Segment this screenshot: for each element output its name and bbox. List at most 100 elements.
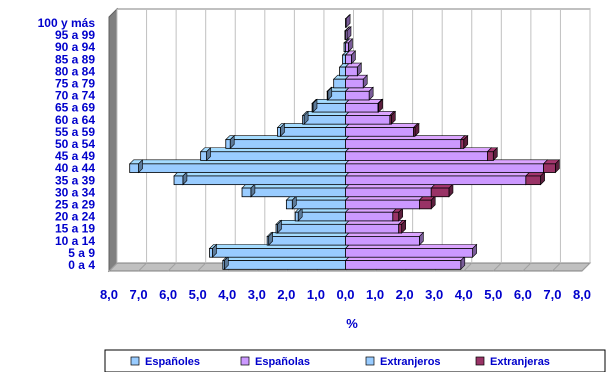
y-tick-label: 75 a 79 [55, 77, 95, 91]
bar-españolas [344, 26, 352, 41]
y-tick-label: 65 a 69 [55, 101, 95, 115]
bar-españoles [312, 98, 351, 113]
bar-españolas [344, 110, 395, 125]
bar-españolas [344, 98, 383, 113]
y-tick-label: 60 a 64 [55, 113, 95, 127]
bar-españoles [291, 195, 351, 210]
bar-españoles [137, 159, 351, 174]
bar-españolas-front [345, 223, 400, 234]
x-tick-label: 8,0 [573, 287, 591, 302]
bar-extranjeras [389, 110, 397, 125]
bar-españoles-front [229, 139, 346, 149]
bar-españolas-front [345, 211, 394, 222]
bar-españoles-front [277, 223, 346, 234]
bar-españolas-front [345, 175, 527, 186]
bar-extranjeros-front [302, 115, 305, 125]
x-tick-label: 5,0 [484, 287, 502, 302]
bar-extranjeras [460, 134, 469, 150]
bar-españolas [344, 62, 363, 77]
bar-extranjeros-front [311, 102, 314, 113]
x-tick-label: 6,0 [514, 287, 532, 302]
bar-extranjeras [430, 183, 454, 198]
bar-extranjeros-front [275, 223, 278, 234]
bar-extranjeras-front [460, 139, 465, 149]
y-tick-label: 45 a 49 [55, 149, 95, 163]
bar-españolas [344, 255, 466, 271]
x-tick-label: 3,0 [425, 287, 443, 302]
bar-españoles [279, 122, 351, 137]
bar-españoles [205, 147, 351, 162]
bar-extranjeras-front [543, 163, 556, 173]
y-tick-label: 30 a 34 [55, 185, 95, 199]
y-tick-label: 0 a 4 [68, 258, 95, 272]
bar-españolas [344, 147, 493, 162]
bar-españolas [344, 74, 368, 89]
bar-españoles-front [291, 199, 346, 210]
bar-españolas [344, 122, 419, 137]
bar-extranjeras [412, 122, 420, 137]
bar-españoles-front [250, 187, 346, 198]
legend-label: Extranjeros [380, 356, 441, 368]
bar-extranjeros-front [294, 211, 299, 222]
bar-españolas-front [345, 18, 347, 28]
floor-gridline [108, 262, 118, 272]
bar-extranjeras-front [419, 199, 432, 210]
bar-extranjeras-front [377, 102, 380, 113]
bar-españolas-front [345, 54, 352, 65]
bar-españoles-front [303, 115, 346, 125]
y-tick-label: 80 a 84 [55, 64, 95, 78]
bar-españoles [211, 243, 351, 258]
bar-españolas-front [345, 199, 420, 210]
y-tick-label: 20 a 24 [55, 210, 95, 224]
bar-extranjeros [326, 86, 333, 101]
bar-extranjeras-front [413, 127, 416, 137]
floor-gridline [581, 262, 591, 272]
bar-extranjeras [397, 219, 407, 234]
legend: Españoles Españolas Extranjeros Extranjeras [104, 349, 606, 373]
bar-españoles-front [333, 78, 346, 89]
bar-españolas [344, 195, 425, 210]
bar-españolas [344, 13, 351, 29]
bar-extranjeras-front [486, 151, 494, 161]
bar-extranjeros-front [241, 187, 252, 198]
bar-españoles [182, 171, 351, 186]
bar-extranjeros [311, 98, 318, 113]
legend-swatch [475, 356, 485, 366]
bar-extranjeros-front [285, 199, 293, 210]
x-tick-label: 7,0 [130, 287, 148, 302]
x-tick-labels: 8,0 7,0 6,0 5,0 4,0 3,0 2,0 1,0 0,0 1,0 2,0 3,0 4,0 5… [100, 287, 591, 302]
floor-gridline [167, 262, 177, 272]
bar-extranjeros-front [222, 260, 225, 270]
bar-españoles-front [206, 151, 346, 161]
legend-label: Españolas [255, 356, 310, 368]
floor-gridline [552, 262, 561, 272]
bar-españoles [229, 134, 351, 150]
legend-swatch [240, 356, 250, 366]
x-tick-label: 4,0 [218, 287, 236, 302]
bar-españoles-front [297, 211, 346, 222]
y-tick-label: 55 a 59 [55, 125, 95, 139]
bar-extranjeros [294, 207, 303, 222]
bar-extranjeras-front [392, 211, 400, 222]
y-tick-label: 50 a 54 [55, 137, 95, 151]
x-tick-label: 1,0 [307, 287, 325, 302]
bar-españoles-front [339, 66, 346, 77]
bar-españoles [276, 219, 351, 234]
bar-españoles-front [182, 175, 346, 186]
y-tick-label: 5 a 9 [68, 246, 95, 260]
bar-españolas [344, 231, 425, 246]
bar-españolas-front [345, 66, 358, 77]
x-tick-label: 2,0 [277, 287, 295, 302]
x-tick-label: 0,0 [336, 287, 354, 302]
bar-extranjeros [199, 147, 212, 162]
y-tick-label: 35 a 39 [55, 173, 95, 187]
bar-españolas-front [345, 163, 544, 173]
bar-españoles-front [138, 163, 346, 173]
bar-extranjeros [128, 159, 144, 174]
bar-españoles-front [212, 248, 346, 258]
bar-extranjeros [225, 134, 235, 150]
y-tick-label: 40 a 44 [55, 161, 95, 175]
bar-españoles [223, 255, 351, 271]
bar-españolas-front [345, 248, 474, 258]
